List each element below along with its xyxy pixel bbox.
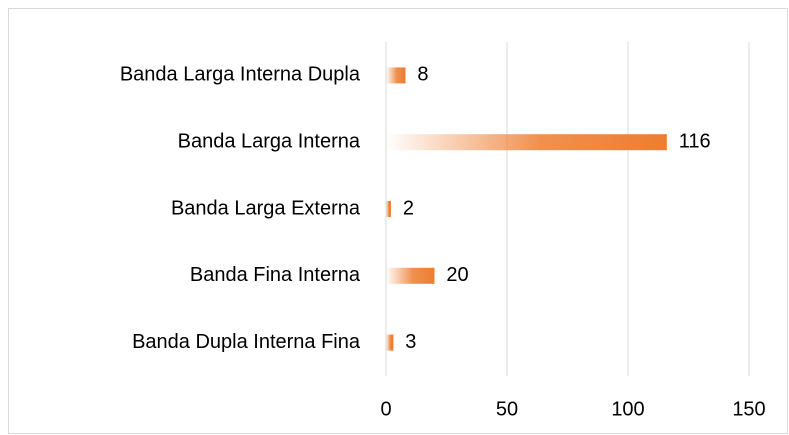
bar-edge [403,67,406,84]
bar [386,334,394,351]
chart-border [8,8,788,434]
x-tick-label: 50 [496,398,518,420]
bar [386,134,667,151]
bar-edge [664,134,667,151]
data-label: 3 [405,331,416,353]
bar [386,201,391,217]
y-tick-label: Banda Larga Interna [178,130,361,152]
y-tick-label: Banda Dupla Interna Fina [132,331,361,353]
y-tick-label: Banda Larga Interna Dupla [120,64,361,86]
bar-edge [432,267,435,284]
bar-edge [391,334,394,351]
data-label: 2 [403,197,414,219]
data-label: 8 [417,64,428,86]
y-tick-label: Banda Larga Externa [171,197,361,219]
data-label: 116 [679,130,711,152]
bar [386,67,406,84]
bar [386,267,435,284]
x-tick-label: 100 [611,398,644,420]
data-label: 20 [446,264,468,286]
x-tick-label: 0 [380,398,391,420]
bar-edge [388,201,391,217]
y-tick-label: Banda Fina Interna [190,264,361,286]
x-tick-label: 150 [732,398,765,420]
